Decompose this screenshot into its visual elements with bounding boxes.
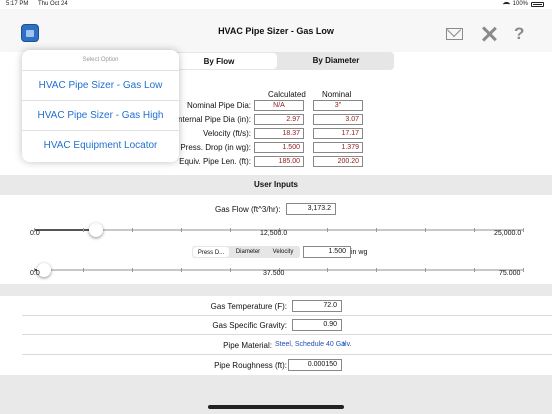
popover-header: Select Option [82,57,119,63]
gas-specific-gravity-input[interactable]: 0.90 [292,319,342,331]
battery-percent: 100% [512,1,528,7]
slider-tick [523,228,524,232]
calculated-value: 1.500 [254,142,304,153]
select-option-popover: Select Option HVAC Pipe Sizer - Gas Low … [22,50,179,162]
calculated-value: 185.00 [254,156,304,167]
battery-icon [531,1,544,7]
calc-mode-segmented-control: Press D... Diameter Velocity [192,246,300,258]
slider-tick [131,228,133,232]
tab-velocity[interactable]: Velocity [272,249,294,255]
slider-tick [327,228,329,232]
calculated-value: N/A [254,100,304,111]
mode-value-input[interactable]: 1.500 [303,246,351,258]
chevron-right-icon[interactable]: › [342,338,346,350]
slider-tick [474,268,476,272]
mode-unit-label: in wg [351,249,368,256]
pipe-roughness-label: Pipe Roughness (ft): [214,361,287,370]
gas-temperature-label: Gas Temperature (F): [210,302,287,311]
flow-slider-mid-label: 12,500.0 [260,230,288,237]
slider-tick [82,228,84,232]
slider-tick [131,268,133,272]
calculated-value: 18.37 [254,128,304,139]
section-separator [0,284,552,296]
row-divider [22,315,552,316]
menu-item-gas-low[interactable]: HVAC Pipe Sizer - Gas Low [22,70,179,100]
menu-item-gas-high[interactable]: HVAC Pipe Sizer - Gas High [22,100,179,130]
result-row: Velocity (ft/s): 18.37 17.17 [160,128,370,140]
nominal-value: 17.17 [313,128,363,139]
user-inputs-header: User Inputs [0,175,552,195]
home-indicator [208,405,344,409]
result-row: Nominal Pipe Dia: N/A 3" [160,100,370,112]
mode-segmented-control: By Flow By Diameter [160,52,394,70]
slider-tick [523,268,524,272]
slider-tick [34,268,35,272]
result-label: Velocity (ft/s): [202,129,251,138]
tab-by-diameter[interactable]: By Diameter [312,56,360,65]
nominal-value: 200.20 [313,156,363,167]
row-divider [22,354,552,355]
gas-flow-slider-thumb[interactable] [89,223,104,237]
slider-tick [229,228,231,232]
column-header-calculated: Calculated [268,90,306,99]
help-icon[interactable]: ? [514,24,525,43]
tab-by-flow[interactable]: By Flow [161,53,277,69]
pipe-roughness-input[interactable]: 0.000150 [288,359,342,371]
calculated-value: 2.97 [254,114,304,125]
row-divider [22,334,552,335]
slider-tick [278,228,280,232]
result-label: Press. Drop (in wg): [180,143,251,152]
pipe-material-label: Pipe Material: [223,341,272,350]
gas-specific-gravity-label: Gas Specific Gravity: [212,321,287,330]
slider-tick [327,268,329,272]
mail-icon[interactable] [446,28,463,40]
result-label: Nominal Pipe Dia: [186,101,251,110]
status-date: Thu Oct 24 [38,1,68,7]
slider-tick [425,268,427,272]
menu-item-equipment-locator[interactable]: HVAC Equipment Locator [22,130,179,160]
slider-tick [180,268,182,272]
gas-flow-input[interactable]: 3,173.2 [286,203,336,215]
slider-tick [34,228,35,232]
slider-tick [376,228,378,232]
tab-diameter[interactable]: Diameter [235,249,261,255]
result-row: Equiv. Pipe Len. (ft): 185.00 200.20 [160,156,370,168]
result-label: Equiv. Pipe Len. (ft): [179,157,251,166]
app-icon[interactable] [21,24,39,42]
flow-slider-min-label: 0.0 [30,230,40,237]
nominal-value: 3" [313,100,363,111]
section-title: User Inputs [253,180,298,189]
result-label: Internal Pipe Dia (in): [175,115,251,124]
tab-press-drop[interactable]: Press D... [193,247,229,257]
mode-slider-thumb[interactable] [36,263,51,277]
page-title: HVAC Pipe Sizer - Gas Low [218,26,334,36]
slider-tick [278,268,280,272]
wifi-icon [502,1,510,7]
slider-tick [376,268,378,272]
slider-tick [229,268,231,272]
tools-icon[interactable] [480,25,498,43]
mode-slider-min-label: 0.0 [30,270,40,277]
slider-tick [180,228,182,232]
result-row: Press. Drop (in wg): 1.500 1.379 [160,142,370,154]
gas-flow-slider-fill [34,229,97,231]
result-row: Internal Pipe Dia (in): 2.97 3.07 [160,114,370,126]
mode-slider-max-label: 75.000 [499,270,521,277]
flow-slider-max-label: 25,000.0 [494,230,522,237]
pipe-material-value[interactable]: Steel, Schedule 40 Galv. [275,341,352,348]
status-bar: 5:17 PM Thu Oct 24 100% [0,0,552,9]
column-header-nominal: Nominal [322,90,352,99]
nominal-value: 3.07 [313,114,363,125]
slider-tick [474,228,476,232]
slider-tick [82,268,84,272]
gas-flow-label: Gas Flow (ft^3/hr): [215,205,281,214]
slider-tick [425,228,427,232]
navigation-bar: HVAC Pipe Sizer - Gas Low ? [0,9,552,52]
mode-slider-mid-label: 37.500 [263,270,285,277]
nominal-value: 1.379 [313,142,363,153]
status-time: 5:17 PM [6,1,29,7]
gas-temperature-input[interactable]: 72.0 [292,300,342,312]
status-right: 100% [502,1,544,7]
